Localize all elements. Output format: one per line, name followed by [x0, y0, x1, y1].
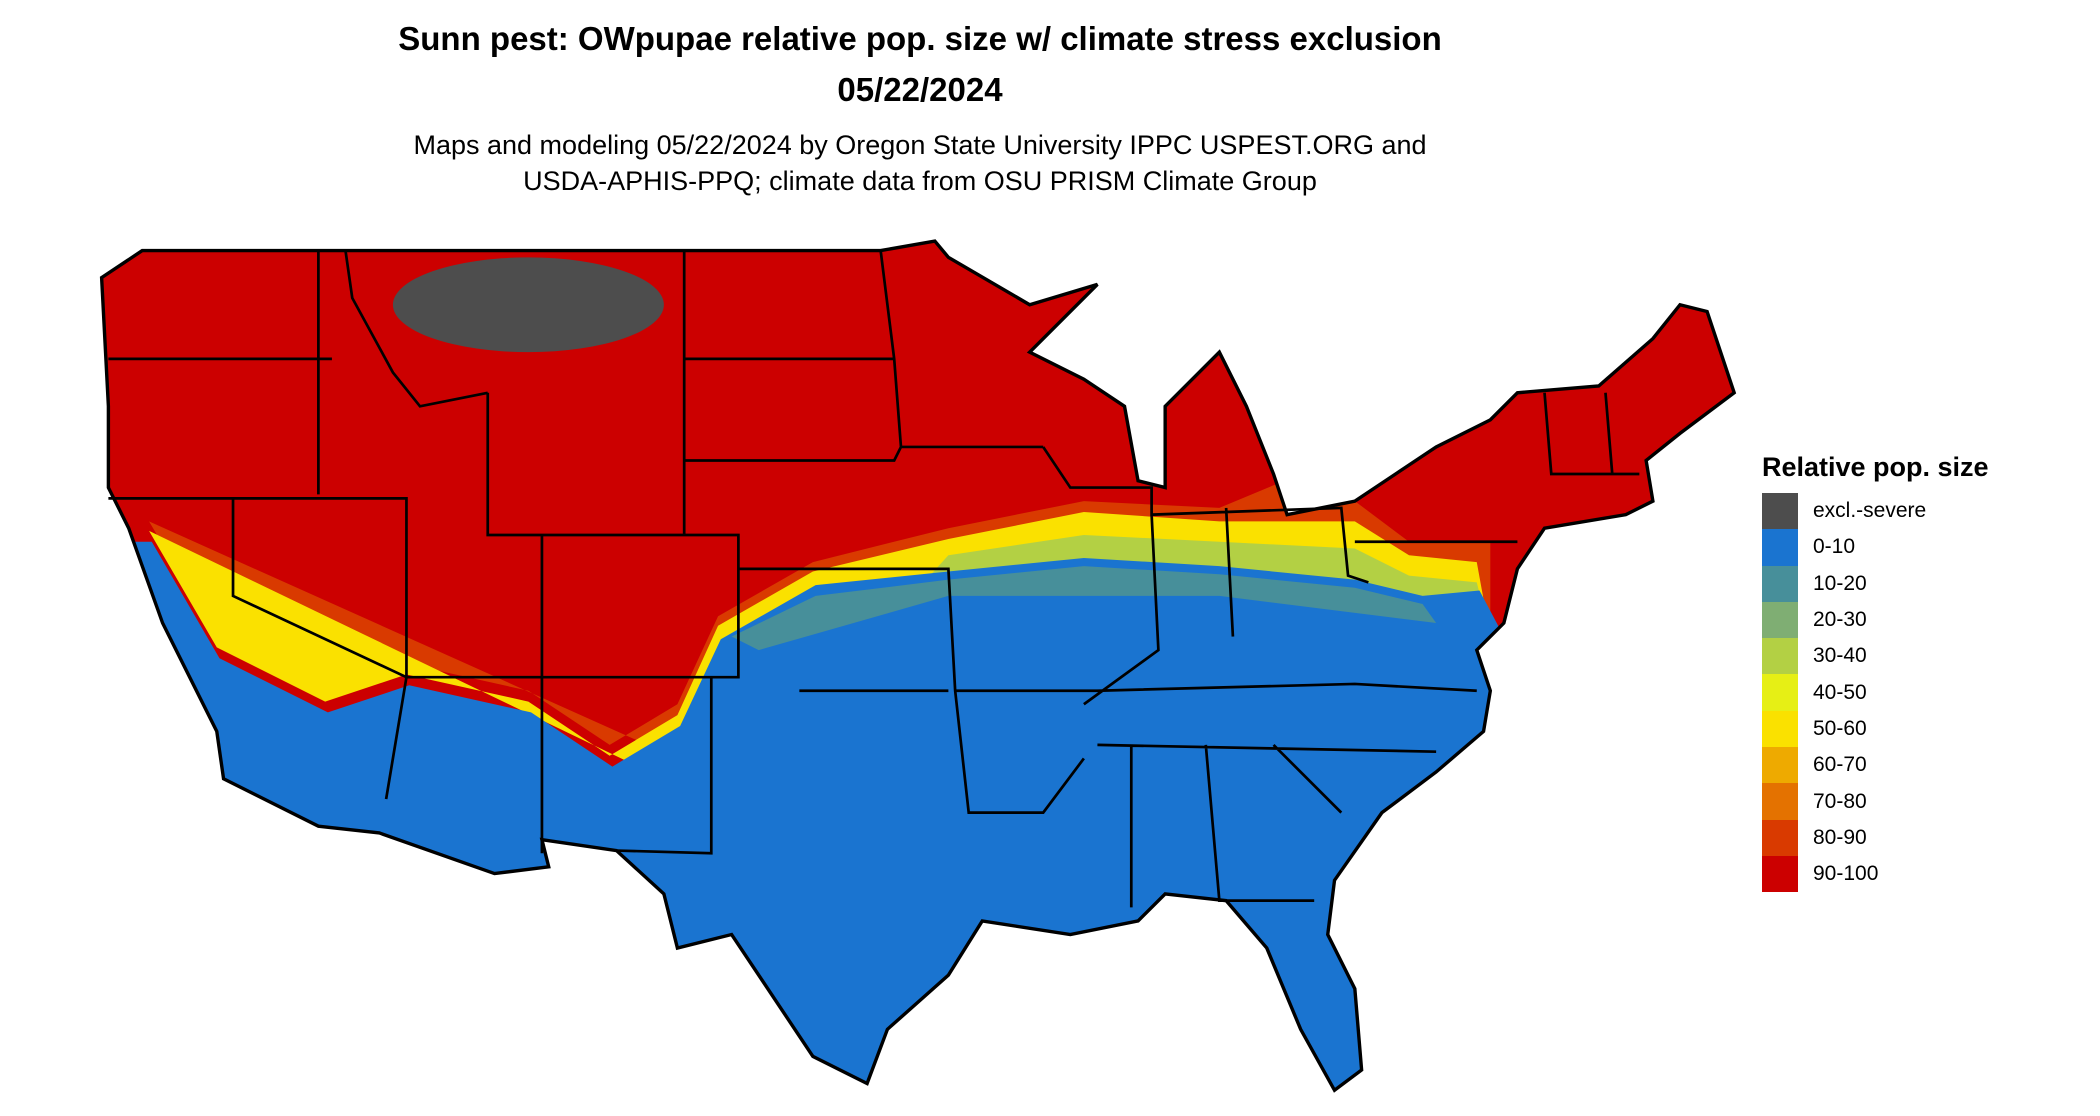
legend-label: 40-50: [1813, 680, 1867, 704]
legend-label: 90-100: [1813, 862, 1879, 886]
legend-item: 90-100: [1762, 855, 1989, 893]
legend-swatch: [1762, 529, 1798, 566]
region-excl-severe: [392, 257, 664, 353]
legend-item: 40-50: [1762, 674, 1989, 711]
legend-item: 50-60: [1762, 710, 1989, 748]
legend-swatch: [1762, 819, 1798, 856]
map-title: Sunn pest: OWpupae relative pop. size w/…: [398, 20, 1442, 57]
legend-swatch: [1762, 493, 1798, 530]
legend-item: excl.-severe: [1762, 493, 1989, 530]
legend-item: 0-10: [1762, 529, 1989, 566]
legend-swatch: [1762, 674, 1798, 711]
legend-label: 30-40: [1813, 644, 1867, 668]
legend-label: 20-30: [1813, 608, 1867, 632]
legend-swatch: [1762, 601, 1798, 639]
legend-label: 0-10: [1813, 535, 1856, 559]
legend: Relative pop. size excl.-severe 0-10 10-20…: [1762, 452, 1989, 893]
legend-label: 50-60: [1813, 716, 1867, 740]
legend-swatch: [1762, 783, 1798, 820]
legend-swatch: [1762, 747, 1798, 784]
legend-item: 30-40: [1762, 638, 1989, 675]
legend-label: excl.-severe: [1813, 499, 1927, 523]
legend-item: 20-30: [1762, 601, 1989, 639]
legend-label: 70-80: [1813, 789, 1867, 813]
legend-item: 70-80: [1762, 783, 1989, 820]
legend-label: 80-90: [1813, 825, 1867, 849]
legend-label: 10-20: [1813, 571, 1867, 595]
legend-swatch: [1762, 710, 1798, 748]
legend-item: 80-90: [1762, 819, 1989, 856]
subtitle-line2: USDA-APHIS-PPQ; climate data from OSU PR…: [523, 166, 1317, 196]
legend-swatch: [1762, 565, 1798, 602]
legend-swatch: [1762, 855, 1798, 893]
legend-title: Relative pop. size: [1762, 452, 1989, 482]
region-10-20: [731, 566, 1437, 651]
legend-item: 60-70: [1762, 747, 1989, 784]
legend-swatch: [1762, 638, 1798, 675]
state-boundaries: [99, 239, 1736, 1092]
legend-label: 60-70: [1813, 753, 1867, 777]
subtitle-line1: Maps and modeling 05/22/2024 by Oregon S…: [413, 130, 1427, 160]
legend-item: 10-20: [1762, 565, 1989, 602]
map-date: 05/22/2024: [837, 71, 1003, 108]
